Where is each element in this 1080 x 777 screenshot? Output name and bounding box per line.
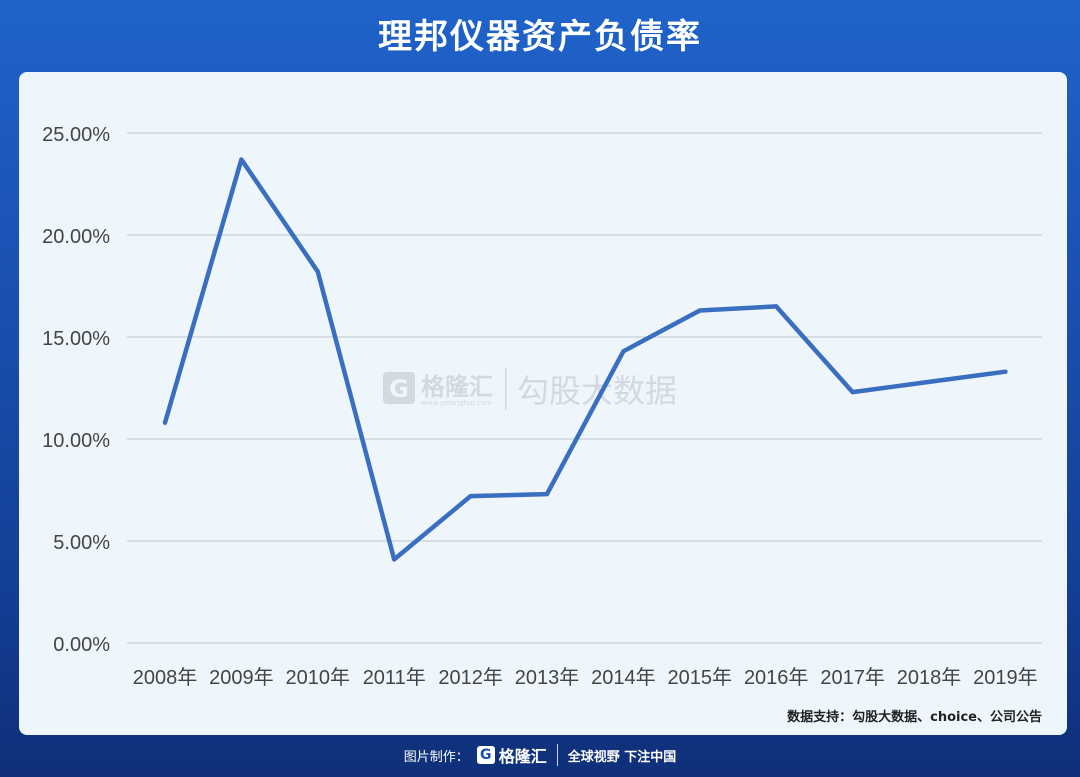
- x-tick-label: 2014年: [591, 666, 656, 689]
- data-point: [850, 390, 855, 395]
- x-tick-label: 2018年: [897, 666, 962, 689]
- data-point: [621, 349, 626, 354]
- data-point: [163, 420, 167, 425]
- x-tick-label: 2013年: [515, 666, 580, 689]
- x-tick-label: 2017年: [820, 666, 885, 689]
- y-tick-label: 20.00%: [42, 226, 110, 248]
- grid-lines: [127, 132, 1042, 644]
- data-points: [163, 157, 1008, 562]
- footer-brand: 格隆汇: [498, 747, 547, 766]
- watermark-brand-sub: www.gelonghui.com: [421, 399, 492, 407]
- y-tick-label: 0.00%: [53, 634, 110, 656]
- footer-maker-label: 图片制作：: [403, 749, 469, 765]
- data-point: [927, 379, 931, 384]
- x-axis: 2008年 2009年 2010年 2011年 2012年 2013年 2014年 2015年…: [133, 666, 1038, 689]
- x-tick-label: 2009年: [209, 666, 274, 689]
- y-tick-label: 25.00%: [42, 124, 110, 146]
- series-line: [162, 157, 1008, 562]
- footer-divider: [556, 744, 558, 766]
- data-point: [774, 304, 779, 309]
- y-tick-label: 10.00%: [42, 430, 110, 452]
- watermark-brand: 格隆汇: [421, 373, 493, 401]
- data-point: [392, 557, 397, 562]
- data-point: [1003, 369, 1008, 374]
- x-tick-label: 2016年: [744, 666, 809, 689]
- x-tick-label: 2012年: [438, 666, 503, 689]
- footer-slogan: 全球视野 下注中国: [567, 749, 677, 765]
- x-tick-label: 2015年: [668, 666, 733, 689]
- data-point: [697, 308, 702, 313]
- data-point: [239, 157, 244, 162]
- x-tick-label: 2011年: [363, 666, 426, 689]
- y-tick-label: 15.00%: [42, 328, 110, 350]
- x-tick-label: 2010年: [286, 666, 351, 689]
- logo-icon: G: [476, 746, 495, 764]
- watermark-divider: [505, 368, 507, 410]
- watermark-logo-icon: [383, 372, 415, 404]
- data-point: [545, 492, 549, 497]
- data-point: [468, 494, 473, 499]
- x-tick-label: 2008年: [133, 666, 198, 689]
- watermark: G 格隆汇 www.gelonghui.com 勾股大数据: [383, 368, 677, 410]
- chart-title: 理邦仪器资产负债率: [378, 17, 702, 57]
- source-note: 数据支持：勾股大数据、choice、公司公告: [787, 710, 1042, 725]
- watermark-logo-letter: G: [389, 375, 409, 403]
- footer: 图片制作： G 格隆汇 全球视野 下注中国: [0, 741, 1080, 769]
- footer-logo: G 格隆汇: [476, 743, 547, 767]
- y-tick-label: 5.00%: [53, 532, 110, 554]
- chart-panel: [19, 72, 1067, 735]
- y-axis: 0.00% 5.00% 10.00% 15.00% 20.00% 25.00%: [42, 124, 110, 656]
- x-tick-label: 2019年: [973, 666, 1038, 689]
- data-point: [315, 269, 320, 274]
